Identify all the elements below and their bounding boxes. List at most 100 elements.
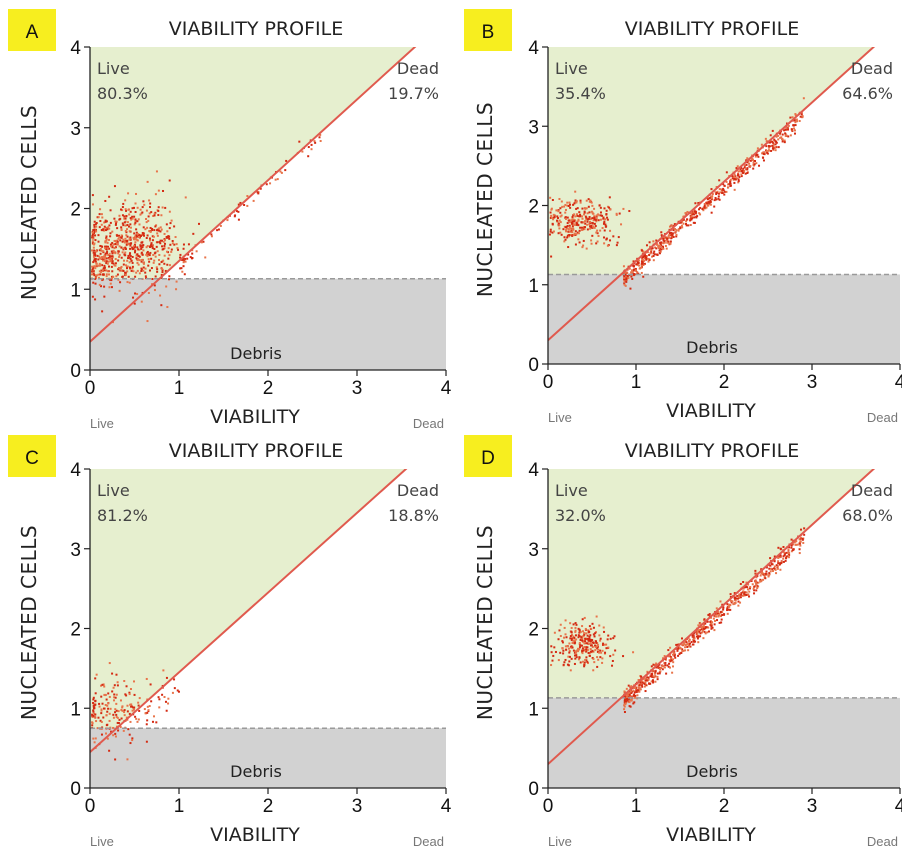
data-point [715, 185, 718, 188]
data-point [723, 193, 726, 196]
data-point [722, 606, 725, 609]
data-point [550, 207, 553, 210]
data-point [560, 200, 563, 203]
data-point [676, 649, 679, 652]
data-point [120, 708, 123, 711]
data-point [103, 264, 106, 267]
data-point [690, 213, 693, 216]
data-point [755, 576, 758, 579]
data-point [630, 698, 633, 701]
data-point [649, 675, 652, 678]
data-point [646, 670, 649, 673]
data-point [146, 255, 149, 258]
data-point [774, 146, 777, 149]
data-point [139, 208, 142, 211]
data-point [92, 696, 95, 699]
data-point [142, 226, 145, 229]
data-point [713, 205, 716, 208]
data-point [102, 267, 105, 270]
data-point [770, 563, 773, 566]
data-point [652, 254, 655, 257]
data-point [781, 140, 784, 143]
live-dead-gate-line [548, 469, 876, 765]
data-point [572, 623, 575, 626]
data-point [94, 703, 97, 706]
data-point [653, 672, 656, 675]
data-point [710, 625, 713, 628]
data-point [587, 205, 590, 208]
data-point [599, 639, 602, 642]
data-point [142, 232, 145, 235]
data-point [559, 211, 562, 214]
data-point [599, 214, 602, 217]
data-point [103, 685, 106, 688]
data-point [585, 648, 588, 651]
data-point [664, 658, 667, 661]
data-point [124, 273, 127, 276]
data-point [691, 634, 694, 637]
data-point [163, 262, 166, 265]
data-point [629, 690, 632, 693]
chart-title: VIABILITY PROFILE [625, 18, 799, 40]
data-point [661, 668, 664, 671]
data-point [782, 560, 785, 563]
data-point [121, 209, 124, 212]
data-point [100, 712, 103, 715]
data-point [104, 240, 107, 243]
data-point [147, 215, 150, 218]
data-point [93, 712, 96, 715]
data-point [745, 591, 748, 594]
data-point [120, 256, 123, 259]
data-point [101, 683, 104, 686]
data-point [769, 134, 772, 137]
data-point [148, 199, 151, 202]
data-point [182, 247, 185, 250]
data-point [636, 694, 639, 697]
data-point [133, 693, 136, 696]
data-point [704, 203, 707, 206]
data-point [216, 229, 219, 232]
data-point [114, 708, 117, 711]
data-point [612, 653, 615, 656]
data-point [671, 234, 674, 237]
data-point [128, 253, 131, 256]
data-point [753, 592, 756, 595]
data-point [796, 543, 799, 546]
data-point [771, 144, 774, 147]
data-point [733, 173, 736, 176]
data-point [91, 194, 94, 197]
data-point [622, 655, 625, 658]
data-point [695, 635, 698, 638]
x-tick-label: 2 [719, 796, 730, 817]
data-point [147, 709, 150, 712]
data-point [746, 157, 749, 160]
data-point [645, 258, 648, 261]
y-tick-label: 2 [528, 620, 539, 641]
data-point [715, 192, 718, 195]
data-point [592, 642, 595, 645]
data-point [729, 593, 732, 596]
data-point [603, 220, 606, 223]
data-point [653, 253, 656, 256]
data-point [672, 661, 675, 664]
data-point [114, 696, 117, 699]
data-point [131, 215, 134, 218]
data-point [660, 234, 663, 237]
data-point [109, 282, 112, 285]
data-point [138, 248, 141, 251]
data-point [146, 705, 149, 708]
data-point [609, 637, 612, 640]
x-tick-label: 0 [543, 796, 554, 817]
data-point [572, 203, 575, 206]
data-point [732, 603, 735, 606]
data-point [697, 641, 700, 644]
data-point [204, 256, 207, 259]
data-point [572, 649, 575, 652]
data-point [622, 265, 625, 268]
data-point [662, 247, 665, 250]
data-point [798, 542, 801, 545]
data-point [94, 267, 97, 270]
data-point [121, 706, 124, 709]
data-point [549, 228, 552, 231]
data-point [132, 247, 135, 250]
